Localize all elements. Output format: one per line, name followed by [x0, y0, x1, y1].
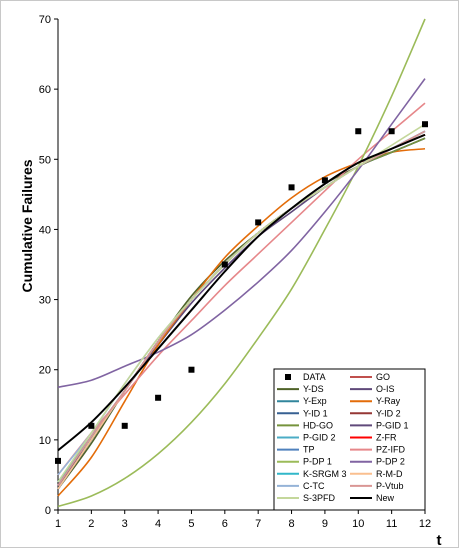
x-tick-label: 9: [322, 518, 328, 530]
y-tick-label: 0: [45, 505, 51, 517]
legend-label-pz-ifd: PZ-IFD: [376, 445, 405, 455]
data-point: [388, 128, 395, 135]
series-line-pz-ifd: [57, 102, 426, 476]
data-point: [55, 457, 61, 464]
series-line-p-dp-2: [57, 78, 426, 389]
x-tick-label: 5: [188, 518, 194, 530]
y-tick-label: 10: [39, 435, 51, 447]
legend-label-hd-go: HD-GO: [303, 420, 333, 430]
series-line-s-3pfd: [57, 123, 426, 483]
legend-label-go: GO: [376, 372, 390, 382]
legend-label-p-gid-1: P-GID 1: [376, 420, 409, 430]
legend-label-new: New: [376, 493, 395, 503]
data-point: [121, 422, 128, 429]
data-point: [188, 366, 195, 373]
y-tick-label: 20: [39, 365, 51, 377]
legend-label-p-dp-2: P-DP 2: [376, 457, 405, 467]
x-tick-label: 7: [255, 518, 261, 530]
legend-label-y-id-1: Y-ID 1: [303, 408, 328, 418]
x-axis-label: t: [437, 532, 442, 549]
legend-label-z-fr: Z-FR: [376, 433, 397, 443]
data-point: [422, 121, 428, 128]
legend-label-y-exp: Y-Exp: [303, 396, 327, 406]
x-tick-label: 4: [155, 518, 161, 530]
data-point: [221, 261, 228, 268]
x-tick-label: 2: [88, 518, 94, 530]
legend-label-p-gid-2: P-GID 2: [303, 433, 336, 443]
data-point: [255, 219, 262, 226]
data-point: [321, 177, 328, 184]
x-tick-label: 12: [419, 518, 431, 530]
legend-label-o-is: O-IS: [376, 384, 395, 394]
x-tick-label: 8: [288, 518, 294, 530]
y-tick-label: 30: [39, 295, 51, 307]
legend-label-k-srgm-3: K-SRGM 3: [303, 469, 347, 479]
legend-label-p-vtub: P-Vtub: [376, 481, 404, 491]
legend-label-data: DATA: [303, 372, 326, 382]
x-tick-label: 3: [122, 518, 128, 530]
legend-marker-data: [285, 374, 291, 380]
legend-label-p-dp-1: P-DP 1: [303, 457, 332, 467]
data-point: [88, 422, 95, 429]
legend-label-y-id-2: Y-ID 2: [376, 408, 401, 418]
y-axis-label: Cumulative Failures: [19, 159, 35, 292]
y-tick-label: 70: [39, 14, 51, 26]
legend-label-r-m-d: R-M-D: [376, 469, 403, 479]
y-tick-label: 40: [39, 224, 51, 236]
y-tick-label: 60: [39, 84, 51, 96]
legend-box: [273, 368, 426, 511]
x-tick-label: 1: [55, 518, 61, 530]
y-tick-label: 50: [39, 154, 51, 166]
series-line-p-dp-1: [57, 18, 426, 508]
legend: DATA GO Y-DS O-IS Y-Exp Y-Ray Y-ID 1 Y-ID 2 HD-G…: [273, 368, 426, 511]
data-point: [355, 128, 362, 135]
legend-label-y-ds: Y-DS: [303, 384, 324, 394]
x-tick-label: 10: [352, 518, 364, 530]
data-points-layer: [55, 121, 428, 464]
series-line-new: [57, 133, 426, 452]
x-tick-label: 6: [222, 518, 228, 530]
legend-label-y-ray: Y-Ray: [376, 396, 401, 406]
legend-label-tp: TP: [303, 445, 315, 455]
legend-label-c-tc: C-TC: [303, 481, 325, 491]
data-point: [155, 394, 162, 401]
x-tick-label: 11: [386, 518, 397, 530]
data-point: [288, 184, 295, 191]
series-layer: [57, 18, 426, 508]
legend-label-s-3pfd: S-3PFD: [303, 493, 336, 503]
